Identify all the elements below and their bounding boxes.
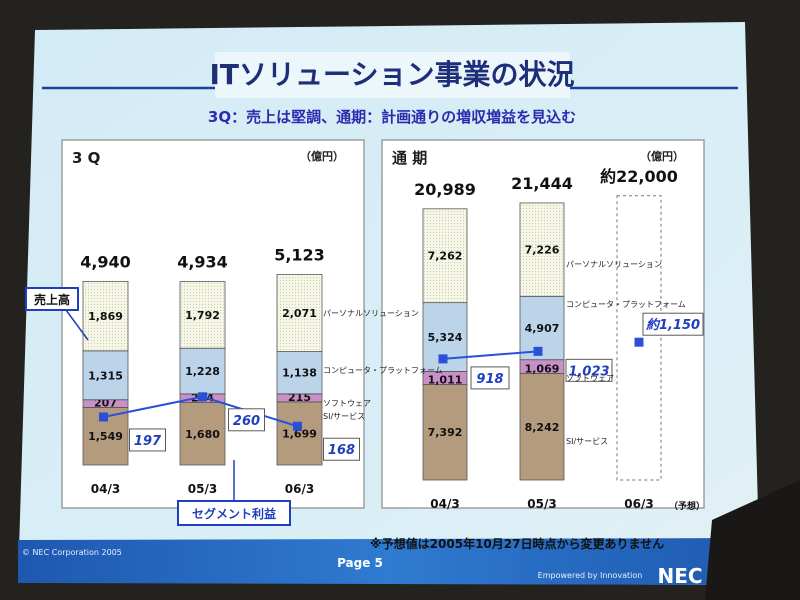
legend-3q-personal: パーソナルソリューション [323, 309, 419, 318]
segment-label: 7,392 [428, 426, 463, 439]
segment-label: 7,226 [525, 244, 560, 257]
bar-06-3-seg0 [276, 401, 323, 466]
legend-fy-computer: コンピュータ・プラットフォーム [566, 300, 686, 309]
segment-profit-box [642, 312, 704, 336]
legend-fy-si: SI/サービス [566, 437, 608, 446]
bar-texture [83, 281, 128, 351]
segment-label: 1,228 [185, 365, 220, 378]
segment-profit-label: 260 [233, 414, 260, 429]
segment-label: 1,699 [282, 427, 317, 440]
category-label: 06/3 [624, 497, 653, 511]
segment-label: 1,792 [185, 309, 220, 322]
slide-title: ITソリューション事業の状況 [210, 58, 575, 91]
bar-04-3-seg2 [82, 350, 129, 401]
segment-profit-box [470, 366, 510, 390]
category-label: 06/3 [285, 482, 314, 496]
segment-profit-marker [99, 412, 108, 422]
bar-texture [277, 274, 322, 352]
legend-fy: パーソナルソリューション コンピュータ・プラットフォーム ソフトウェア SI/サ… [566, 260, 686, 446]
segment-label: 1,549 [88, 430, 123, 443]
panel-fy-unit: （億円） [640, 149, 684, 163]
legend-3q: パーソナルソリューション コンピュータ・プラットフォーム ソフトウェア SI/サ… [323, 309, 443, 421]
chart-full-year: 7,392 1,011 5,324 7,262 20,989 04/3 8,242 1,069… [414, 167, 705, 512]
tagline: Empowered by Innovation [538, 571, 643, 580]
copyright: © NEC Corporation 2005 [22, 548, 122, 557]
segment-profit-marker [198, 392, 207, 402]
legend-3q-software: ソフトウェア [323, 399, 371, 408]
sales-callout-box [25, 287, 79, 311]
segment-label: 1,138 [282, 367, 317, 380]
segment-label: 1,315 [88, 369, 123, 382]
segment-profit-box [565, 358, 613, 382]
segment-profit-marker [438, 354, 448, 364]
segment-label: 1,869 [88, 310, 123, 323]
total-label: 5,123 [274, 246, 325, 265]
segment-label: 8,242 [525, 421, 560, 434]
sales-callout: 売上高 [25, 287, 89, 341]
segment-profit-label: 197 [134, 434, 162, 449]
profit-callout: セグメント利益 [177, 460, 291, 526]
total-label: 20,989 [414, 180, 476, 199]
legend-3q-si: SI/サービス [323, 412, 365, 421]
panel-3q-title: 3 Q [72, 149, 100, 167]
segment-profit-marker [293, 421, 302, 431]
segment-label: 5,324 [428, 331, 463, 344]
total-label: 約22,000 [600, 167, 678, 186]
segment-profit-marker [634, 337, 644, 347]
segment-profit-label: 168 [328, 443, 355, 458]
category-note: （予想） [669, 500, 705, 512]
category-label: 05/3 [527, 497, 556, 511]
category-label: 04/3 [430, 497, 459, 511]
segment-profit-box [129, 428, 166, 452]
bar-texture [423, 208, 467, 303]
legend-fy-personal: パーソナルソリューション [566, 260, 662, 269]
total-label: 4,934 [177, 253, 228, 272]
footer-bar [18, 538, 762, 585]
total-label: 4,940 [80, 252, 131, 271]
chart-3q: 1,5492071,3151,8694,94004/31,6802341,228… [80, 246, 360, 496]
footnote: ※予想値は2005年10月27日時点から変更ありません [370, 536, 664, 551]
segment-label: 1,680 [185, 428, 220, 441]
sales-callout-label: 売上高 [34, 292, 70, 307]
category-label: 05/3 [188, 482, 217, 496]
bar-texture [180, 281, 225, 349]
page-number: Page 5 [337, 556, 383, 570]
category-label: 04/3 [91, 482, 120, 496]
bar-texture [520, 202, 564, 297]
legend-3q-computer: コンピュータ・プラットフォーム [323, 366, 443, 375]
total-label: 21,444 [511, 174, 573, 193]
segment-label: 1,011 [428, 373, 463, 386]
segment-profit-label: 1,023 [568, 364, 609, 379]
segment-label: 2,071 [282, 307, 317, 320]
bar-06-3-seg2 [276, 351, 323, 395]
profit-callout-label: セグメント利益 [192, 506, 276, 521]
audience-head [705, 480, 800, 600]
segment-label: 1,069 [525, 363, 560, 376]
segment-profit-marker [533, 346, 543, 356]
bar-05-3-seg2 [179, 347, 226, 395]
title-box [215, 52, 570, 98]
segment-profit-label: 918 [476, 372, 503, 387]
panel-fy-title: 通 期 [392, 149, 427, 167]
nec-logo: NEC [657, 564, 702, 588]
segment-profit-box [323, 437, 360, 461]
bar-05-3-seg2 [519, 295, 565, 361]
slide-subtitle: 3Q：売上は堅調、通期：計画通りの増収増益を見込む [208, 108, 576, 126]
sales-callout-pointer [65, 309, 89, 341]
segment-profit-label: 約1,150 [645, 317, 700, 333]
bar-05-3-seg0 [179, 402, 226, 466]
segment-label: 7,262 [428, 250, 463, 263]
segment-label: 4,907 [525, 322, 560, 335]
segment-profit-line [442, 350, 539, 360]
bar-05-3-seg0 [519, 373, 565, 481]
panel-3q-unit: （億円） [300, 149, 344, 163]
legend-fy-software: ソフトウェア [566, 374, 614, 383]
segment-profit-box [228, 408, 265, 432]
profit-callout-box [177, 500, 291, 526]
